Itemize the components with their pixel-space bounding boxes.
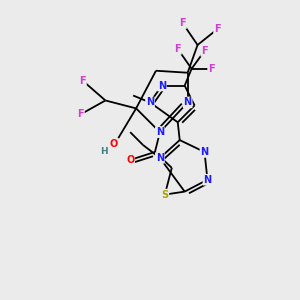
- Text: H: H: [100, 148, 108, 157]
- Text: N: N: [156, 127, 164, 137]
- Text: F: F: [179, 18, 186, 28]
- Text: N: N: [146, 98, 154, 107]
- Text: N: N: [184, 98, 192, 107]
- Text: F: F: [214, 24, 221, 34]
- Text: F: F: [201, 46, 208, 56]
- Text: N: N: [158, 81, 166, 91]
- Text: F: F: [77, 109, 84, 119]
- Text: F: F: [208, 64, 215, 74]
- Text: O: O: [126, 155, 134, 165]
- Text: S: S: [161, 190, 168, 200]
- Text: N: N: [203, 175, 211, 185]
- Text: O: O: [109, 139, 118, 149]
- Text: F: F: [174, 44, 181, 54]
- Text: F: F: [79, 76, 86, 85]
- Text: N: N: [200, 147, 208, 157]
- Text: N: N: [156, 153, 164, 163]
